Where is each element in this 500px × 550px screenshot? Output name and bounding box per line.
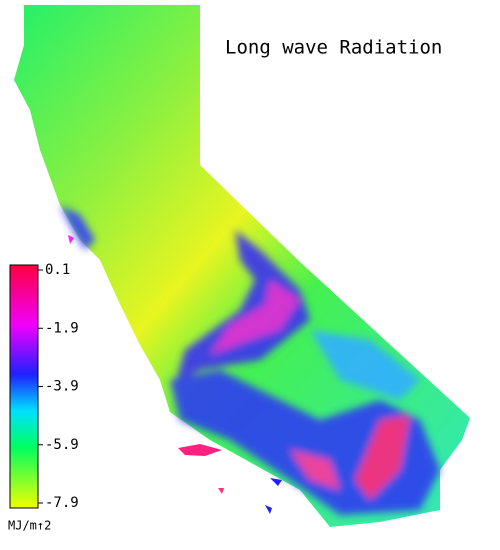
scale-tick-label: 0.1 (45, 262, 70, 278)
scale-tick-label: -7.9 (45, 495, 79, 511)
map-title: Long wave Radiation (225, 37, 442, 59)
state-map (14, 5, 470, 527)
scale-tick-label: -5.9 (45, 437, 79, 453)
legend-unit: MJ/m↑2 (8, 519, 51, 533)
scale-tick-label: -1.9 (45, 320, 79, 336)
scale-tick-label: -3.9 (45, 379, 79, 395)
color-scale (9, 264, 39, 509)
